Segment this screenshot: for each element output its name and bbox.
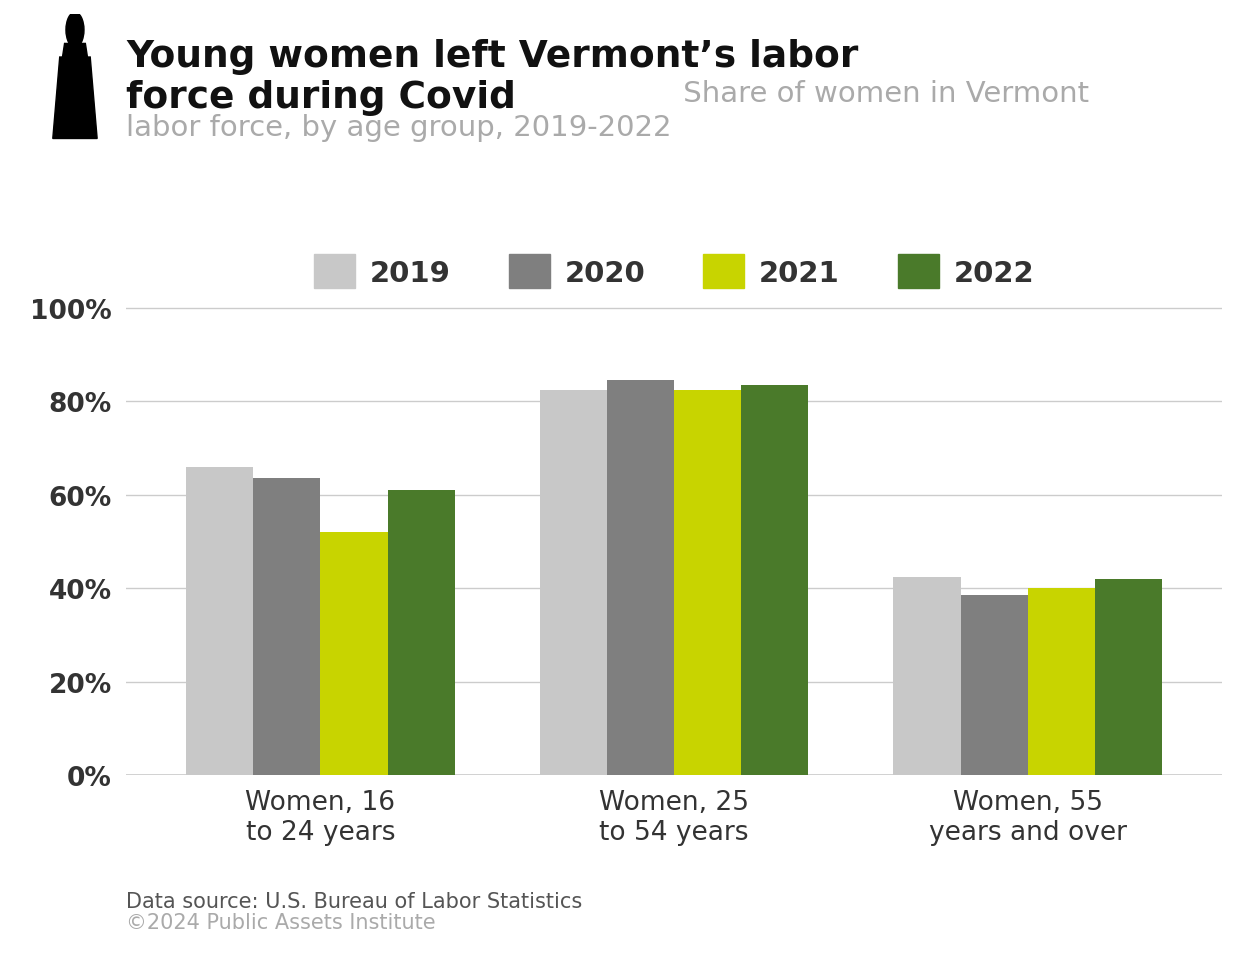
Polygon shape <box>53 58 97 140</box>
Bar <box>960 596 1028 775</box>
Bar <box>186 467 253 775</box>
Bar <box>1028 588 1095 775</box>
Bar <box>388 490 455 775</box>
Bar <box>607 381 674 775</box>
Text: ©2024 Public Assets Institute: ©2024 Public Assets Institute <box>126 912 436 932</box>
Polygon shape <box>63 45 87 58</box>
Bar <box>674 391 741 775</box>
Text: Young women left Vermont’s labor: Young women left Vermont’s labor <box>126 39 858 75</box>
Bar <box>741 386 809 775</box>
Legend: 2019, 2020, 2021, 2022: 2019, 2020, 2021, 2022 <box>302 243 1046 300</box>
Bar <box>893 577 960 775</box>
Text: force during Covid: force during Covid <box>126 79 515 115</box>
Text: Data source: U.S. Bureau of Labor Statistics: Data source: U.S. Bureau of Labor Statis… <box>126 891 582 911</box>
Text: Share of women in Vermont: Share of women in Vermont <box>674 79 1089 108</box>
Bar <box>320 533 388 775</box>
Circle shape <box>66 14 84 48</box>
Text: labor force, by age group, 2019-2022: labor force, by age group, 2019-2022 <box>126 114 672 142</box>
Bar <box>1095 579 1162 775</box>
Bar <box>539 391 607 775</box>
Bar <box>253 479 320 775</box>
